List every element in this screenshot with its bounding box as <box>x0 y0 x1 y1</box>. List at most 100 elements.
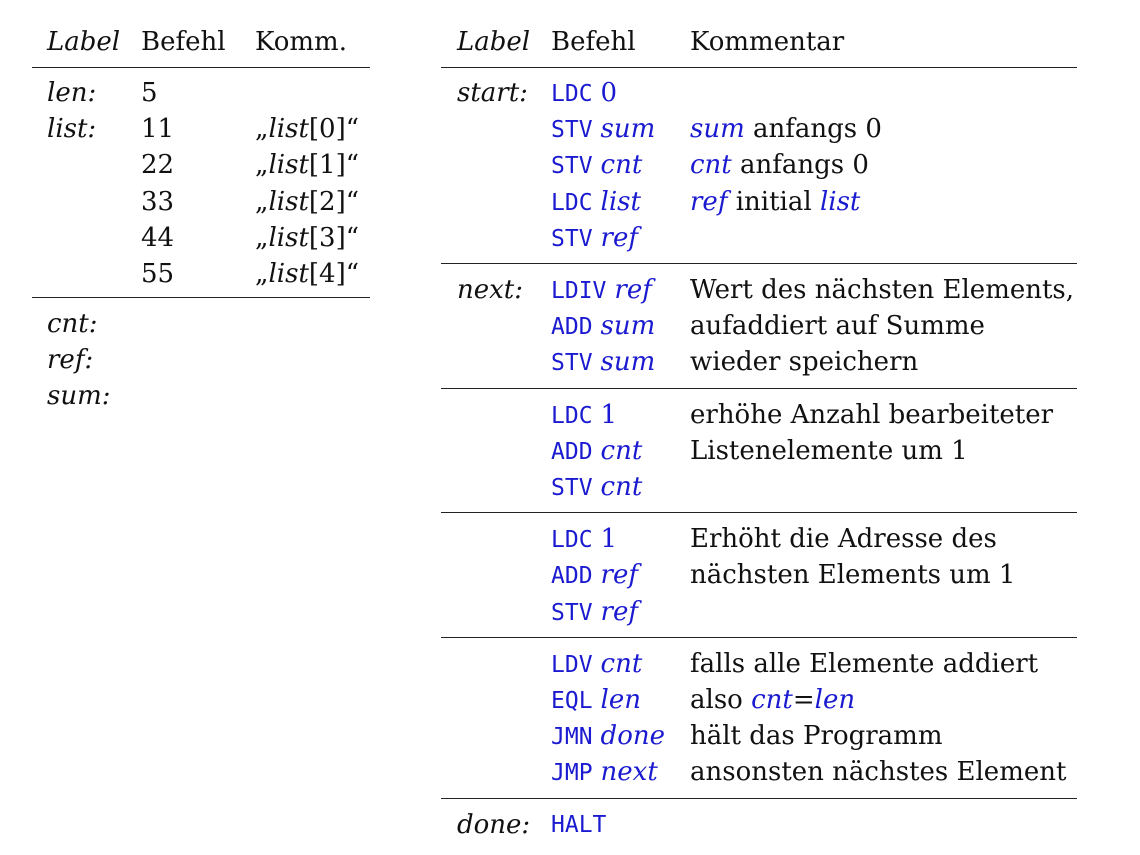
opcode: ADD <box>551 563 593 590</box>
operand: ref <box>600 560 638 591</box>
instruction: LDIV ref <box>551 275 652 308</box>
comment-open-quote: „ <box>255 186 269 217</box>
instruction: ADD cnt <box>551 436 642 469</box>
operand: 1 <box>600 399 618 430</box>
opcode: STV <box>551 225 593 252</box>
opcode: ADD <box>551 438 593 465</box>
instruction-comment: ansonsten nächstes Element <box>690 757 1066 787</box>
instruction-comment: nächsten Elements um 1 <box>690 560 1015 590</box>
instruction-comment: also cnt=len <box>690 685 855 715</box>
opcode: STV <box>551 350 593 377</box>
left-row-value: 33 <box>141 186 175 217</box>
instruction: STV cnt <box>551 472 642 505</box>
block-separator-rule <box>441 797 1077 799</box>
operand: ref <box>600 222 638 253</box>
operand: cnt <box>600 472 643 502</box>
comment-var: len <box>814 685 856 715</box>
operand: ref <box>600 596 638 627</box>
operand: cnt <box>600 150 643 181</box>
opcode: LDC <box>551 527 593 554</box>
comment-text: Listenelemente um 1 <box>690 435 968 466</box>
comment-text: hält das Programm <box>690 721 943 752</box>
comment-var: list <box>268 186 309 217</box>
comment-var: list <box>268 222 309 253</box>
comment-open-quote: „ <box>255 114 269 145</box>
comment-text: erhöhe Anzahl bearbeiteter <box>690 399 1054 430</box>
instruction: STV sum <box>551 114 655 147</box>
operand: list <box>600 186 641 217</box>
instruction: LDC 1 <box>551 524 617 557</box>
left-row-value: 44 <box>141 222 175 253</box>
instruction: JMN done <box>551 721 665 754</box>
comment-text: nächsten Elements um 1 <box>690 560 1016 591</box>
comment-text: aufaddiert auf Summe <box>690 311 985 342</box>
instruction-comment: ref initial list <box>690 187 860 217</box>
left-row-label: len: <box>47 78 97 108</box>
right-header-befehl: Befehl <box>551 27 636 57</box>
comment-text: wieder speichern <box>690 347 919 378</box>
comment-text: falls alle Elemente addiert <box>690 648 1039 679</box>
left-mid-rule <box>32 297 370 298</box>
block-label: done: <box>457 809 531 840</box>
opcode: LDIV <box>551 278 607 304</box>
left-var-label: sum: <box>47 381 111 412</box>
instruction-comment: falls alle Elemente addiert <box>690 649 1038 679</box>
block-separator-rule <box>441 263 1077 264</box>
comment-text: anfangs 0 <box>744 114 882 145</box>
operand: sum <box>600 311 656 342</box>
instruction: LDC 1 <box>551 400 617 433</box>
left-header-rule <box>32 67 370 68</box>
comment-var: list <box>268 150 309 181</box>
instruction: EQL len <box>551 685 641 718</box>
comment-var: list <box>268 259 309 289</box>
instruction-comment: hält das Programm <box>690 721 942 751</box>
right-header-kommentar: Kommentar <box>690 27 845 57</box>
comment-text: Erhöht die Adresse des <box>690 524 997 555</box>
operand: sum <box>600 347 656 378</box>
block-separator-rule <box>441 636 1077 638</box>
opcode: JMP <box>551 760 593 787</box>
instruction: STV cnt <box>551 150 642 183</box>
left-row-value: 55 <box>141 259 175 289</box>
instruction: LDC 0 <box>551 78 617 111</box>
comment-index: [4]“ <box>308 259 360 289</box>
left-row-value: 11 <box>141 114 175 145</box>
left-row-label: list: <box>47 114 97 145</box>
comment-text: anfangs 0 <box>731 150 869 181</box>
left-row-comment: „list[2]“ <box>255 187 359 217</box>
instruction: STV ref <box>551 223 638 256</box>
operand: 1 <box>600 524 618 555</box>
opcode: LDC <box>551 81 593 107</box>
instruction-comment: wieder speichern <box>690 347 918 377</box>
instruction: ADD ref <box>551 560 638 593</box>
opcode: LDV <box>551 651 593 678</box>
block-label: start: <box>457 78 528 108</box>
opcode: LDC <box>551 402 593 429</box>
left-row-comment: „list[0]“ <box>255 114 359 144</box>
comment-index: [3]“ <box>308 222 360 253</box>
right-header-label: Label <box>457 27 531 57</box>
block-separator-rule <box>441 387 1077 389</box>
operand: ref <box>614 275 652 305</box>
comment-open-quote: „ <box>255 222 269 253</box>
operand: cnt <box>600 435 643 466</box>
left-var-label: ref: <box>47 345 94 376</box>
instruction-comment: Erhöht die Adresse des <box>690 524 997 554</box>
right-header-rule <box>441 67 1077 68</box>
left-row-comment: „list[1]“ <box>255 150 359 180</box>
comment-index: [0]“ <box>308 114 360 145</box>
comment-open-quote: „ <box>255 259 269 289</box>
instruction: STV ref <box>551 597 638 630</box>
left-row-comment: „list[3]“ <box>255 223 359 253</box>
comment-text: also <box>690 685 752 715</box>
instruction-comment: aufaddiert auf Summe <box>690 311 985 341</box>
left-row-value: 5 <box>141 78 158 108</box>
instruction-comment: cnt anfangs 0 <box>690 150 869 180</box>
left-var-label: cnt: <box>47 309 98 339</box>
operand: done <box>600 721 665 752</box>
instruction-comment: sum anfangs 0 <box>690 114 882 144</box>
opcode: STV <box>551 475 593 501</box>
instruction: LDV cnt <box>551 649 642 682</box>
block-label: next: <box>457 275 524 305</box>
comment-var: cnt <box>751 685 793 715</box>
